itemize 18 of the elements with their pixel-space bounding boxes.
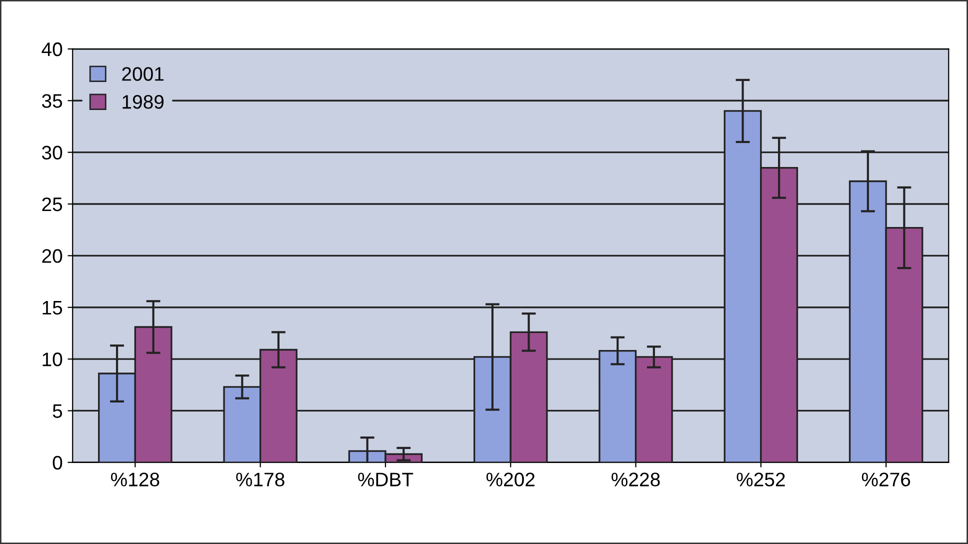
- y-tick-label: 40: [42, 42, 62, 56]
- y-tick-label: 15: [42, 301, 62, 315]
- x-tick-label: %178: [236, 472, 284, 486]
- x-tick-label: %128: [111, 472, 160, 486]
- x-tick-label: %DBT: [358, 472, 414, 486]
- x-tick-label: %202: [486, 472, 535, 486]
- x-tick-label: %276: [862, 472, 910, 486]
- y-tick-label: 0: [52, 456, 62, 470]
- legend-label: 1989: [122, 95, 164, 109]
- y-tick-label: 10: [42, 352, 62, 366]
- x-tick-label: %228: [612, 472, 660, 486]
- x-tick-label: %252: [736, 472, 785, 486]
- y-tick-label: 30: [42, 146, 62, 160]
- y-tick-label: 25: [42, 197, 62, 212]
- y-tick-label: 5: [52, 404, 62, 418]
- y-tick-label: 35: [42, 94, 62, 108]
- y-tick-label: 20: [42, 249, 62, 263]
- legend-label: 2001: [122, 67, 164, 81]
